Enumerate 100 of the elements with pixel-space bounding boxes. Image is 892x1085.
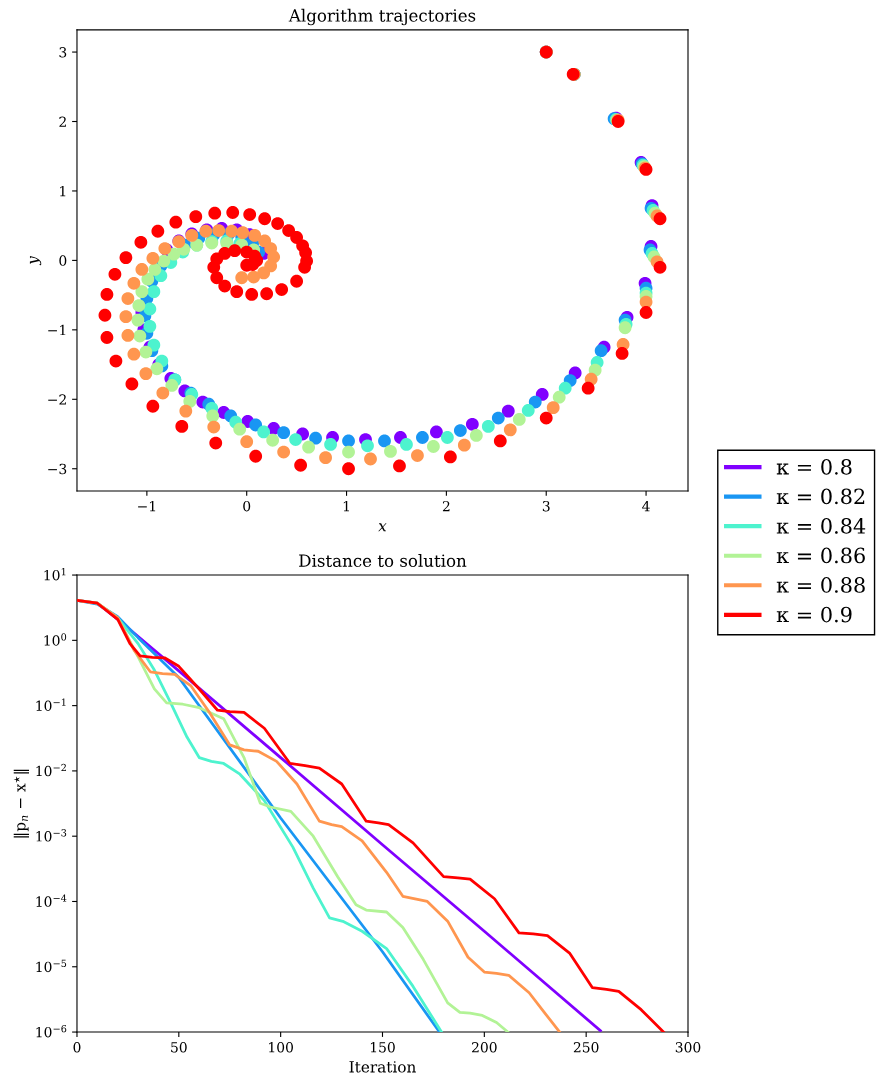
point <box>189 210 203 224</box>
point <box>132 299 146 312</box>
x-tick-label: 100 <box>269 1042 293 1053</box>
x-axis-title: Iteration <box>349 1061 416 1073</box>
point <box>150 362 164 376</box>
point <box>364 452 377 466</box>
point <box>294 458 308 472</box>
x-tick-label: 2 <box>442 500 450 512</box>
point <box>319 451 332 465</box>
point <box>539 411 553 425</box>
point <box>179 404 193 418</box>
x-tick-label: 4 <box>642 500 650 512</box>
y-tick-label: 10$^{−3}$ <box>36 829 67 842</box>
point <box>98 308 112 322</box>
point <box>228 244 242 258</box>
point <box>208 206 222 220</box>
x-tick-label: 0 <box>243 500 251 512</box>
point <box>139 345 153 359</box>
legend-label: κ = 0.82 <box>776 488 865 505</box>
x-tick-label: 250 <box>573 1042 599 1053</box>
point <box>125 377 139 391</box>
point <box>218 247 232 260</box>
legend-label: κ = 0.88 <box>776 577 865 593</box>
point <box>131 313 145 327</box>
point <box>233 422 247 436</box>
point <box>594 344 608 358</box>
point <box>342 434 355 448</box>
point <box>226 206 240 219</box>
point <box>157 254 171 268</box>
point <box>143 302 157 316</box>
x-tick-label: 200 <box>472 1042 497 1053</box>
point <box>275 283 289 296</box>
point <box>257 266 271 280</box>
point <box>169 215 183 229</box>
x-tick-label: −1 <box>138 500 156 512</box>
legend-label: κ = 0.84 <box>776 518 866 534</box>
y-tick-label: 10$^{−4}$ <box>36 894 67 907</box>
point <box>119 310 133 324</box>
legend-label: κ = 0.9 <box>776 606 852 623</box>
legend-label: κ = 0.8 <box>776 458 852 475</box>
x-tick-label: 300 <box>675 1042 701 1053</box>
point <box>552 390 566 404</box>
point <box>342 462 355 476</box>
point <box>581 381 595 395</box>
y-tick-label: 3 <box>59 47 67 58</box>
point <box>653 260 667 274</box>
point <box>206 409 220 423</box>
y-axis-title: y <box>29 255 42 266</box>
y-tick-label: 10$^{1}$ <box>44 567 66 581</box>
point <box>266 433 280 447</box>
point <box>147 285 161 299</box>
point <box>243 208 257 221</box>
point <box>503 423 517 437</box>
point <box>207 420 221 434</box>
y-tick-label: 10$^{−6}$ <box>36 1024 67 1038</box>
point <box>393 459 406 473</box>
point <box>427 440 440 453</box>
point <box>151 224 165 238</box>
x-tick-label: 3 <box>542 500 550 512</box>
point <box>546 401 560 415</box>
point <box>257 425 271 439</box>
point <box>457 438 471 452</box>
point <box>411 449 424 462</box>
point <box>493 434 507 448</box>
point <box>302 440 316 454</box>
y-tick-label: 0 <box>59 255 67 266</box>
point <box>121 292 135 305</box>
point <box>109 354 123 368</box>
chart-title: Algorithm trajectories <box>288 8 476 26</box>
point <box>324 438 337 451</box>
point <box>440 431 454 444</box>
point <box>249 449 263 463</box>
y-tick-label: 10$^{−1}$ <box>36 698 66 711</box>
point <box>148 263 162 276</box>
point <box>165 379 179 392</box>
x-axis-title: x <box>378 523 387 532</box>
y-tick-label: 10$^{−5}$ <box>36 959 67 973</box>
point <box>309 431 322 445</box>
point <box>400 438 413 451</box>
point <box>416 431 429 444</box>
x-tick-label: 1 <box>343 500 349 512</box>
point <box>277 426 291 440</box>
point <box>247 270 261 284</box>
point <box>453 424 467 437</box>
point <box>209 436 223 450</box>
point <box>378 434 391 448</box>
point <box>121 329 135 342</box>
chart-title: Distance to solution <box>299 554 467 567</box>
x-tick-label: 50 <box>171 1042 187 1053</box>
point <box>615 347 629 360</box>
point <box>469 429 483 442</box>
point <box>230 285 244 299</box>
point <box>282 224 296 237</box>
point <box>271 217 285 230</box>
point <box>146 399 160 413</box>
point <box>289 433 303 446</box>
point <box>210 271 224 285</box>
point <box>143 319 157 333</box>
point <box>639 306 653 319</box>
y-tick-label: −2 <box>48 394 66 405</box>
